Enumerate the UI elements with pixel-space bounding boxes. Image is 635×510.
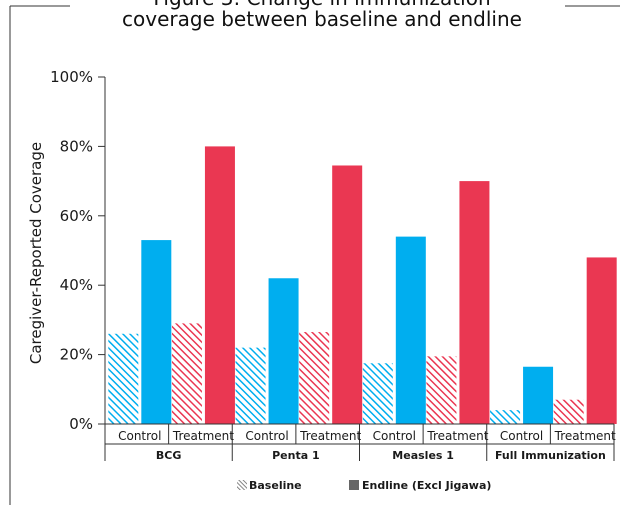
- legend-swatch-baseline: [237, 480, 247, 490]
- bar-baseline-control-1: [235, 347, 266, 424]
- bar-baseline-treatment-3: [553, 399, 584, 424]
- x-axis: Control Treatment BCG Control Treatment Penta…: [104, 423, 616, 462]
- subcategory-label: Treatment: [299, 429, 361, 443]
- y-tick-label: 100%: [50, 68, 93, 86]
- group-label: Full Immunization: [495, 449, 606, 462]
- bar-baseline-control-2: [362, 363, 393, 424]
- y-tick-label: 40%: [60, 276, 93, 294]
- legend: Baseline Endline (Excl Jigawa): [237, 479, 491, 492]
- bar-baseline-control-3: [490, 410, 521, 424]
- bar-baseline-treatment-2: [426, 356, 457, 424]
- bar-baseline-treatment-1: [299, 332, 330, 424]
- bar-endline-control-1: [268, 278, 299, 424]
- legend-label-baseline: Baseline: [249, 479, 302, 492]
- bars: [108, 146, 617, 425]
- y-tick-label: 20%: [60, 346, 93, 364]
- subcategory-label: Treatment: [554, 429, 616, 443]
- group-label: Measles 1: [392, 449, 454, 462]
- bar-endline-treatment-0: [204, 146, 235, 424]
- legend-swatch-endline: [349, 480, 359, 490]
- group-label: BCG: [156, 449, 182, 462]
- legend-label-endline: Endline (Excl Jigawa): [362, 479, 491, 492]
- group-label: Penta 1: [272, 449, 320, 462]
- subcategory-label: Control: [118, 429, 161, 443]
- y-axis: 0% 20% 40% 60% 80% 100%: [50, 68, 106, 433]
- bar-baseline-control-0: [108, 333, 139, 424]
- subcategory-label: Treatment: [426, 429, 488, 443]
- bar-endline-treatment-2: [459, 181, 490, 424]
- bar-endline-control-3: [523, 366, 554, 424]
- y-axis-label: Caregiver-Reported Coverage: [27, 142, 45, 364]
- subcategory-label: Control: [245, 429, 288, 443]
- bar-baseline-treatment-0: [171, 323, 202, 424]
- y-tick-label: 80%: [60, 137, 93, 155]
- y-tick-label: 60%: [60, 207, 93, 225]
- chart-title-line-1: Figure 3: Change in immunization: [153, 0, 490, 10]
- chart-title-line-2: coverage between baseline and endline: [122, 7, 522, 31]
- bar-endline-treatment-1: [332, 165, 363, 425]
- subcategory-label: Control: [500, 429, 543, 443]
- bar-endline-treatment-3: [586, 257, 617, 424]
- y-tick-label: 0%: [69, 415, 93, 433]
- subcategory-label: Treatment: [172, 429, 234, 443]
- bar-endline-control-0: [141, 240, 172, 424]
- bar-endline-control-2: [395, 236, 426, 424]
- subcategory-label: Control: [373, 429, 416, 443]
